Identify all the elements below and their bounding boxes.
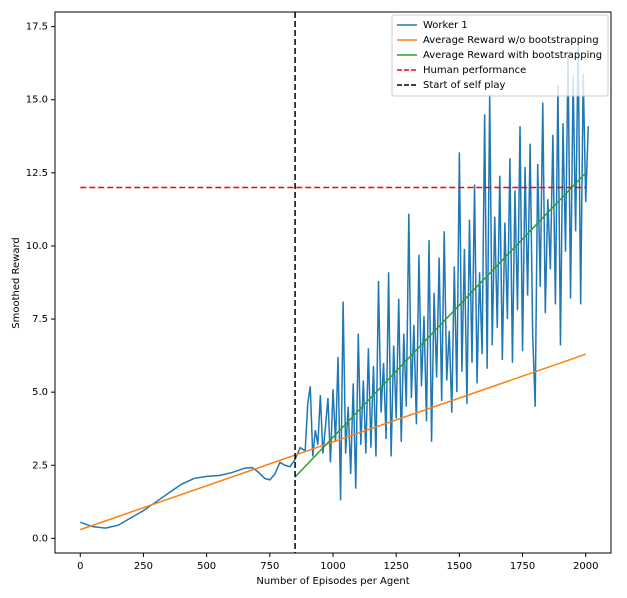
series-line [80,41,589,529]
series-line [294,172,587,478]
x-tick-label: 500 [197,561,216,572]
legend-label: Worker 1 [423,20,468,31]
x-tick-label: 750 [260,561,279,572]
legend-box [391,14,609,97]
plot-frame [54,11,612,554]
legend-label: Average Reward with bootstrapping [423,50,602,61]
y-tick-label: 7.5 [32,314,48,325]
x-tick-label: 0 [77,561,83,572]
y-tick-label: 0.0 [32,533,48,544]
x-tick-label: 1500 [447,561,472,572]
y-tick-label: 15.0 [26,95,48,106]
legend-label: Start of self play [423,80,506,91]
x-axis-label: Number of Episodes per Agent [256,576,409,587]
x-tick-label: 250 [134,561,153,572]
plot-area [80,12,589,553]
legend-label: Average Reward w/o bootstrapping [423,35,599,46]
y-tick-label: 5.0 [32,387,48,398]
x-tick-label: 1750 [510,561,535,572]
x-tick-label: 2000 [573,561,598,572]
y-tick-label: 10.0 [26,241,48,252]
y-axis-label: Smoothed Reward [11,237,22,329]
y-tick-label: 2.5 [32,460,48,471]
legend-label: Human performance [423,65,526,76]
y-tick-label: 17.5 [26,22,48,33]
series-line [80,353,586,531]
x-tick-label: 1000 [320,561,345,572]
y-tick-label: 12.5 [26,168,48,179]
x-tick-label: 1250 [383,561,408,572]
legend: Worker 1 Average Reward w/o bootstrapping… [391,14,609,97]
